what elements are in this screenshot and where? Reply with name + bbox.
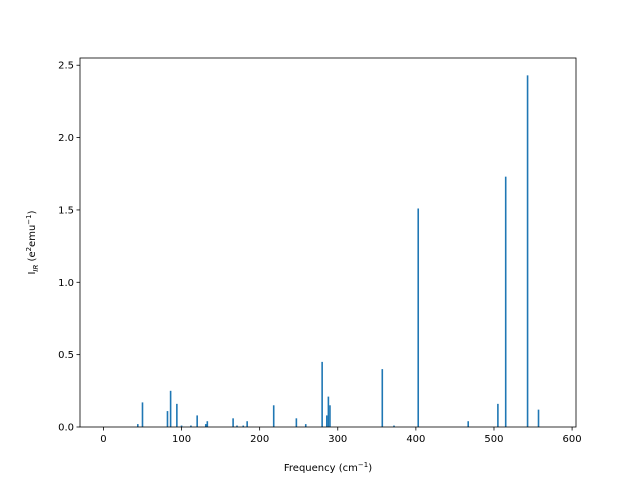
x-axis-label-sup: −1 bbox=[358, 461, 368, 469]
y-axis-label-sup2: −1 bbox=[25, 214, 33, 224]
bar bbox=[272, 405, 275, 427]
x-tick-label: 600 bbox=[563, 434, 582, 445]
bar bbox=[381, 369, 384, 427]
x-tick-label: 100 bbox=[172, 434, 191, 445]
bar-series bbox=[137, 75, 540, 428]
bar bbox=[204, 424, 207, 427]
bar bbox=[304, 424, 307, 427]
x-tick-label: 300 bbox=[328, 434, 347, 445]
y-tick-label: 0.0 bbox=[58, 423, 74, 434]
bar bbox=[242, 425, 245, 427]
x-axis-label-main: Frequency (cm bbox=[284, 463, 358, 474]
y-tick-label: 1.0 bbox=[58, 278, 74, 289]
bar bbox=[166, 411, 169, 427]
bar bbox=[137, 424, 139, 427]
y-tick-label: 2.5 bbox=[58, 61, 74, 72]
y-tick-label: 2.0 bbox=[58, 133, 74, 144]
y-axis-label-sup1: 2 bbox=[25, 247, 33, 251]
y-axis-label-sub: IR bbox=[32, 265, 40, 272]
bar bbox=[190, 425, 192, 427]
y-axis-label-main: I bbox=[27, 272, 38, 275]
bar bbox=[141, 402, 144, 427]
bar bbox=[169, 390, 172, 427]
x-axis-label-end: ) bbox=[368, 463, 372, 474]
bar bbox=[393, 425, 395, 427]
bar bbox=[467, 421, 470, 427]
bar bbox=[327, 396, 330, 427]
y-tick-label: 0.5 bbox=[58, 350, 74, 361]
bar bbox=[206, 421, 209, 427]
x-axis-ticks: 0 100 200 300 400 500 600 bbox=[100, 427, 582, 445]
bar bbox=[246, 421, 248, 427]
bar bbox=[176, 403, 178, 427]
plot-frame bbox=[79, 57, 577, 428]
y-axis-label-end: ) bbox=[27, 210, 38, 214]
x-tick-label: 0 bbox=[100, 434, 106, 445]
x-tick-label: 500 bbox=[484, 434, 503, 445]
bar bbox=[526, 75, 529, 428]
x-tick-label: 400 bbox=[406, 434, 425, 445]
bar bbox=[497, 403, 499, 427]
x-tick-label: 200 bbox=[250, 434, 269, 445]
bar bbox=[504, 176, 507, 427]
bar bbox=[329, 405, 331, 427]
bar bbox=[232, 418, 234, 427]
bar bbox=[537, 409, 540, 427]
bar bbox=[417, 208, 420, 427]
y-axis-label-mid: (e bbox=[27, 251, 38, 264]
bar bbox=[196, 415, 198, 427]
y-axis-label: IIR (e2emu−1) bbox=[25, 210, 40, 274]
y-axis-label-mid2: emu bbox=[27, 225, 38, 247]
bar bbox=[236, 425, 238, 427]
bar bbox=[180, 425, 183, 427]
bar bbox=[326, 415, 328, 427]
bar bbox=[295, 418, 298, 427]
y-axis-ticks: 0.0 0.5 1.0 1.5 2.0 2.5 bbox=[58, 61, 80, 434]
y-tick-label: 1.5 bbox=[58, 205, 74, 216]
x-axis-label: Frequency (cm−1) bbox=[284, 461, 372, 474]
bar bbox=[321, 361, 323, 427]
